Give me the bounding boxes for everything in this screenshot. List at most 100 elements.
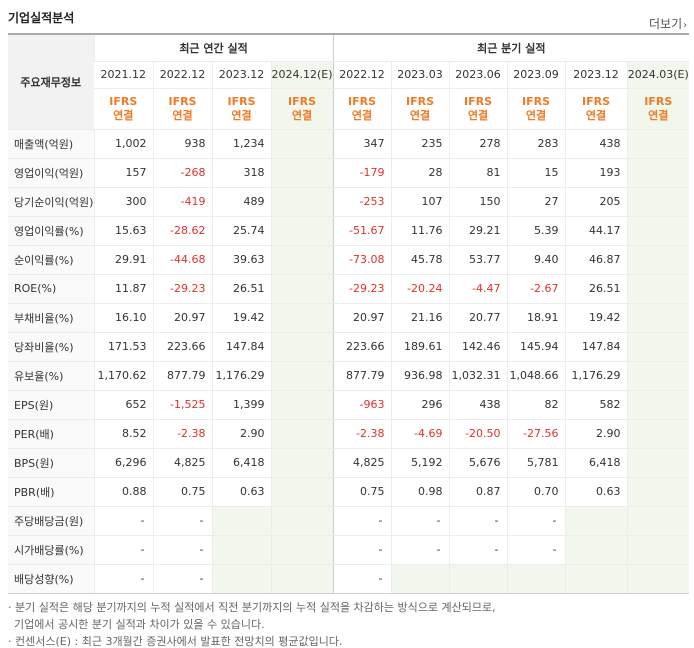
quarter-group-header: 최근 분기 실적 (332, 33, 690, 62)
value-cell: - (93, 535, 153, 565)
value-cell: 6,418 (211, 448, 271, 478)
value-cell: 45.78 (390, 245, 450, 275)
basis-label: 연결 (172, 108, 193, 122)
row-label: 영업이익(억원) (8, 158, 94, 188)
value-cell: -2.38 (152, 419, 212, 449)
period-header: 2023.12 (211, 61, 271, 89)
row-label: 배당성향(%) (8, 564, 94, 594)
value-cell: -28.62 (152, 215, 212, 246)
value-cell: -419 (152, 187, 212, 217)
value-cell: - (332, 535, 392, 565)
value-cell (211, 505, 271, 536)
value-cell: 6,296 (93, 448, 153, 478)
value-cell: -44.68 (152, 245, 212, 275)
value-cell (270, 564, 334, 594)
chevron-right-icon: › (683, 20, 688, 31)
value-cell: -29.23 (332, 274, 392, 304)
period-header: 2023.06 (448, 61, 508, 89)
period-header: 2023.09 (506, 61, 566, 89)
table-row: EPS(원) 652 -1,525 1,399 -963 296 438 82 582 (8, 389, 690, 420)
value-cell: -2.38 (332, 419, 392, 449)
value-cell: -20.24 (390, 274, 450, 304)
value-cell (626, 158, 690, 188)
row-label: 부채비율(%) (8, 302, 94, 333)
value-cell (626, 477, 690, 507)
value-cell: 25.74 (211, 215, 271, 246)
period-header: 2023.03 (390, 61, 450, 89)
value-cell: 0.75 (152, 477, 212, 507)
value-cell: 0.87 (448, 477, 508, 507)
value-cell: 5,676 (448, 448, 508, 478)
row-label: PBR(배) (8, 477, 94, 507)
value-cell (448, 564, 508, 594)
basis-label: 연결 (467, 108, 489, 122)
value-cell: 235 (390, 128, 450, 159)
value-cell: 28 (390, 158, 450, 188)
value-cell: 0.98 (390, 477, 450, 507)
value-cell: 582 (564, 389, 628, 420)
value-cell: 938 (152, 128, 212, 159)
standard-label: IFRS (109, 94, 138, 108)
table-row: 시가배당률(%) - - - - - - (8, 535, 690, 565)
value-cell: 15 (506, 158, 566, 188)
value-cell (626, 245, 690, 275)
value-cell: 0.70 (506, 477, 566, 507)
value-cell (270, 158, 334, 188)
value-cell: 318 (211, 158, 271, 188)
accounting-basis-header: IFRS 연결 (448, 88, 508, 130)
value-cell (270, 128, 334, 159)
value-cell: 1,048.66 (506, 361, 566, 391)
value-cell: 44.17 (564, 215, 628, 246)
value-cell: 20.97 (332, 302, 392, 333)
value-cell (626, 274, 690, 304)
accounting-basis-header: IFRS 연결 (211, 88, 271, 130)
value-cell: 4,825 (332, 448, 392, 478)
accounting-basis-header: IFRS 연결 (390, 88, 450, 130)
value-cell (390, 564, 450, 594)
standard-label: IFRS (522, 94, 551, 108)
value-cell: 283 (506, 128, 566, 159)
period-header: 2023.12 (564, 61, 628, 89)
value-cell: 223.66 (332, 332, 392, 362)
value-cell: 877.79 (152, 361, 212, 391)
value-cell: -2.67 (506, 274, 566, 304)
value-cell: 1,176.29 (211, 361, 271, 391)
more-link[interactable]: 더보기› (649, 15, 687, 32)
value-cell: 15.63 (93, 215, 153, 246)
value-cell (626, 505, 690, 536)
value-cell: 11.87 (93, 274, 153, 304)
basis-label: 연결 (113, 108, 134, 122)
value-cell: 147.84 (211, 332, 271, 362)
basis-label: 연결 (409, 108, 431, 122)
value-cell: 20.77 (448, 302, 508, 333)
value-cell: 1,032.31 (448, 361, 508, 391)
value-cell: - (332, 505, 392, 536)
value-cell (211, 535, 271, 565)
value-cell: 5,781 (506, 448, 566, 478)
value-cell: 142.46 (448, 332, 508, 362)
standard-label: IFRS (348, 94, 377, 108)
value-cell (270, 505, 334, 536)
value-cell: 11.76 (390, 215, 450, 246)
value-cell: -963 (332, 389, 392, 420)
value-cell: 81 (448, 158, 508, 188)
value-cell: - (152, 505, 212, 536)
value-cell: 26.51 (564, 274, 628, 304)
value-cell: 16.10 (93, 302, 153, 333)
value-cell: 205 (564, 187, 628, 217)
value-cell: 150 (448, 187, 508, 217)
value-cell (270, 274, 334, 304)
row-label: 매출액(억원) (8, 128, 94, 159)
value-cell: 18.91 (506, 302, 566, 333)
value-cell: -268 (152, 158, 212, 188)
value-cell: 4,825 (152, 448, 212, 478)
table-row: 주당배당금(원) - - - - - - (8, 505, 690, 536)
section-title: 기업실적분석 (8, 11, 75, 25)
value-cell (626, 419, 690, 449)
value-cell (626, 215, 690, 246)
standard-label: IFRS (168, 94, 197, 108)
accounting-basis-header: IFRS 연결 (94, 88, 153, 130)
value-cell (564, 535, 628, 565)
table-row: 당기순이익(억원) 300 -419 489 -253 107 150 27 205 (8, 187, 690, 217)
value-cell: 53.77 (448, 245, 508, 275)
